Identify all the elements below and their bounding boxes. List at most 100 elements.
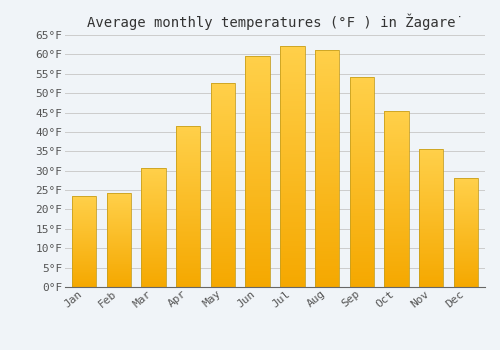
Bar — [72, 284, 96, 285]
Bar — [419, 247, 444, 248]
Bar — [211, 204, 235, 205]
Bar — [350, 272, 374, 274]
Bar — [211, 273, 235, 275]
Bar — [246, 79, 270, 82]
Bar — [211, 104, 235, 106]
Bar — [315, 142, 339, 145]
Bar — [384, 284, 408, 285]
Bar — [454, 225, 478, 226]
Bar — [211, 173, 235, 175]
Bar — [246, 280, 270, 282]
Bar — [106, 286, 131, 287]
Bar — [384, 204, 408, 206]
Bar — [454, 194, 478, 195]
Bar — [106, 264, 131, 265]
Bar — [280, 84, 304, 87]
Bar — [350, 100, 374, 102]
Bar — [280, 89, 304, 92]
Bar — [72, 223, 96, 224]
Bar — [384, 264, 408, 266]
Bar — [142, 210, 166, 211]
Bar — [211, 88, 235, 90]
Bar — [280, 263, 304, 265]
Bar — [454, 184, 478, 185]
Bar — [211, 140, 235, 142]
Bar — [246, 98, 270, 100]
Bar — [384, 114, 408, 116]
Bar — [454, 277, 478, 278]
Bar — [142, 245, 166, 246]
Bar — [211, 222, 235, 224]
Bar — [72, 213, 96, 214]
Bar — [419, 149, 444, 287]
Bar — [211, 153, 235, 155]
Bar — [280, 46, 304, 48]
Bar — [315, 74, 339, 76]
Bar — [211, 212, 235, 214]
Bar — [211, 118, 235, 120]
Bar — [315, 138, 339, 140]
Bar — [176, 223, 201, 224]
Bar — [315, 278, 339, 280]
Bar — [419, 226, 444, 228]
Bar — [454, 284, 478, 285]
Bar — [315, 256, 339, 259]
Bar — [246, 172, 270, 174]
Bar — [246, 77, 270, 79]
Bar — [454, 182, 478, 183]
Bar — [72, 219, 96, 220]
Bar — [176, 150, 201, 152]
Bar — [246, 245, 270, 248]
Bar — [350, 283, 374, 285]
Bar — [419, 180, 444, 181]
Bar — [384, 170, 408, 172]
Bar — [419, 209, 444, 210]
Bar — [106, 228, 131, 229]
Bar — [142, 266, 166, 267]
Bar — [211, 208, 235, 210]
Bar — [142, 194, 166, 195]
Bar — [315, 259, 339, 261]
Bar — [454, 226, 478, 227]
Bar — [280, 56, 304, 58]
Bar — [142, 258, 166, 260]
Bar — [315, 223, 339, 225]
Bar — [454, 259, 478, 260]
Bar — [315, 166, 339, 168]
Bar — [315, 119, 339, 121]
Bar — [246, 103, 270, 105]
Title: Average monthly temperatures (°F ) in Žagarė: Average monthly temperatures (°F ) in Ža… — [86, 13, 464, 30]
Bar — [350, 79, 374, 81]
Bar — [419, 160, 444, 162]
Bar — [142, 279, 166, 280]
Bar — [315, 249, 339, 251]
Bar — [211, 226, 235, 228]
Bar — [315, 57, 339, 59]
Bar — [419, 149, 444, 151]
Bar — [176, 194, 201, 195]
Bar — [419, 159, 444, 160]
Bar — [280, 241, 304, 244]
Bar — [315, 232, 339, 235]
Bar — [106, 265, 131, 266]
Bar — [280, 178, 304, 181]
Bar — [211, 165, 235, 167]
Bar — [176, 136, 201, 137]
Bar — [106, 230, 131, 231]
Bar — [246, 236, 270, 239]
Bar — [211, 171, 235, 173]
Bar — [142, 218, 166, 219]
Bar — [350, 132, 374, 134]
Bar — [280, 181, 304, 183]
Bar — [315, 97, 339, 99]
Bar — [246, 105, 270, 107]
Bar — [106, 244, 131, 245]
Bar — [246, 151, 270, 153]
Bar — [211, 240, 235, 242]
Bar — [246, 96, 270, 98]
Bar — [142, 231, 166, 232]
Bar — [211, 220, 235, 222]
Bar — [419, 158, 444, 159]
Bar — [246, 186, 270, 188]
Bar — [419, 284, 444, 286]
